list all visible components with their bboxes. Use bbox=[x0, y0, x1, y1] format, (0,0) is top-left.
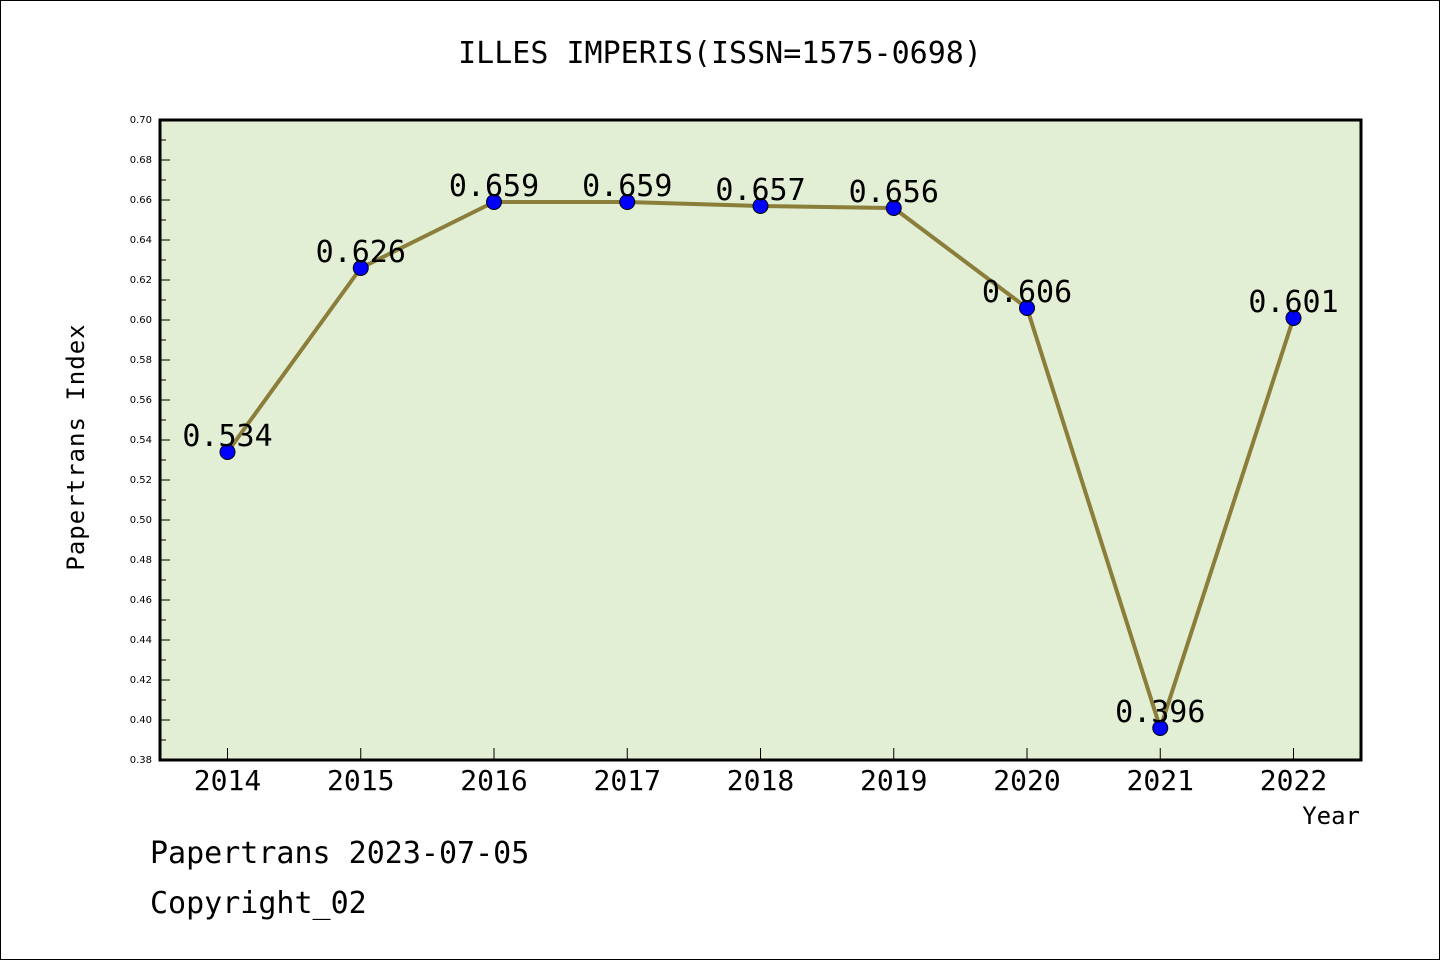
footer-date: Papertrans 2023-07-05 bbox=[150, 836, 530, 871]
y-tick-label: 0.56 bbox=[130, 395, 152, 406]
data-point bbox=[219, 444, 236, 460]
data-point bbox=[1285, 310, 1302, 326]
y-tick-label: 0.54 bbox=[130, 435, 152, 446]
data-point bbox=[619, 194, 636, 210]
footer-copyright: Copyright_02 bbox=[150, 886, 367, 921]
data-point bbox=[486, 194, 502, 210]
y-tick-label: 0.60 bbox=[130, 315, 152, 326]
marker-group bbox=[219, 194, 1302, 736]
data-point bbox=[352, 260, 369, 276]
y-tick-label: 0.64 bbox=[130, 235, 152, 246]
data-label: 0.601 bbox=[1248, 285, 1338, 320]
x-tick-label: 2015 bbox=[327, 764, 394, 797]
y-axis-label: Papertrans Index bbox=[62, 323, 90, 571]
y-tick-label: 0.40 bbox=[130, 715, 152, 726]
y-axis: 0.38 0.40 0.42 0.44 0.46 0.48 0.50 0.52 0.54 0.56… bbox=[130, 115, 170, 766]
y-tick-label: 0.68 bbox=[130, 155, 152, 166]
y-tick-label: 0.66 bbox=[130, 195, 152, 206]
x-tick-label: 2021 bbox=[1127, 764, 1194, 797]
x-tick-label: 2016 bbox=[460, 764, 527, 797]
y-tick-label: 0.50 bbox=[130, 515, 152, 526]
data-label-group: 0.534 0.626 0.659 0.659 0.657 0.656 0.606 0.396… bbox=[182, 169, 1338, 730]
y-tick-label: 0.44 bbox=[130, 635, 152, 646]
data-label: 0.659 bbox=[449, 169, 539, 204]
data-label: 0.656 bbox=[849, 175, 939, 210]
y-tick-label: 0.46 bbox=[130, 595, 152, 606]
data-label: 0.657 bbox=[715, 173, 805, 208]
data-label: 0.626 bbox=[316, 235, 406, 270]
data-label: 0.659 bbox=[582, 169, 672, 204]
y-tick-label: 0.38 bbox=[130, 755, 152, 766]
x-tick-label: 2017 bbox=[594, 764, 661, 797]
data-point bbox=[752, 198, 769, 214]
y-tick-label: 0.58 bbox=[130, 355, 152, 366]
y-tick-label: 0.62 bbox=[130, 275, 152, 286]
y-tick-label: 0.52 bbox=[130, 475, 152, 486]
data-label: 0.396 bbox=[1115, 695, 1205, 730]
data-point bbox=[885, 200, 902, 216]
y-tick-label: 0.42 bbox=[130, 675, 152, 686]
x-axis: 2014 2015 2016 2017 2018 2019 2020 2021 2022 bbox=[194, 748, 1327, 797]
x-tick-label: 2019 bbox=[860, 764, 927, 797]
data-point bbox=[1019, 300, 1035, 316]
plot-area bbox=[158, 118, 1363, 762]
y-tick-label: 0.48 bbox=[130, 555, 152, 566]
x-tick-label: 2020 bbox=[993, 764, 1060, 797]
x-tick-label: 2018 bbox=[727, 764, 794, 797]
y-tick-label: 0.70 bbox=[130, 115, 152, 126]
data-label: 0.534 bbox=[182, 419, 272, 454]
data-label: 0.606 bbox=[982, 275, 1072, 310]
data-point bbox=[1152, 720, 1169, 736]
x-tick-label: 2014 bbox=[194, 764, 261, 797]
chart-title: ILLES IMPERIS(ISSN=1575-0698) bbox=[458, 36, 982, 71]
x-axis-label: Year bbox=[1302, 802, 1360, 830]
x-tick-label: 2022 bbox=[1260, 764, 1327, 797]
